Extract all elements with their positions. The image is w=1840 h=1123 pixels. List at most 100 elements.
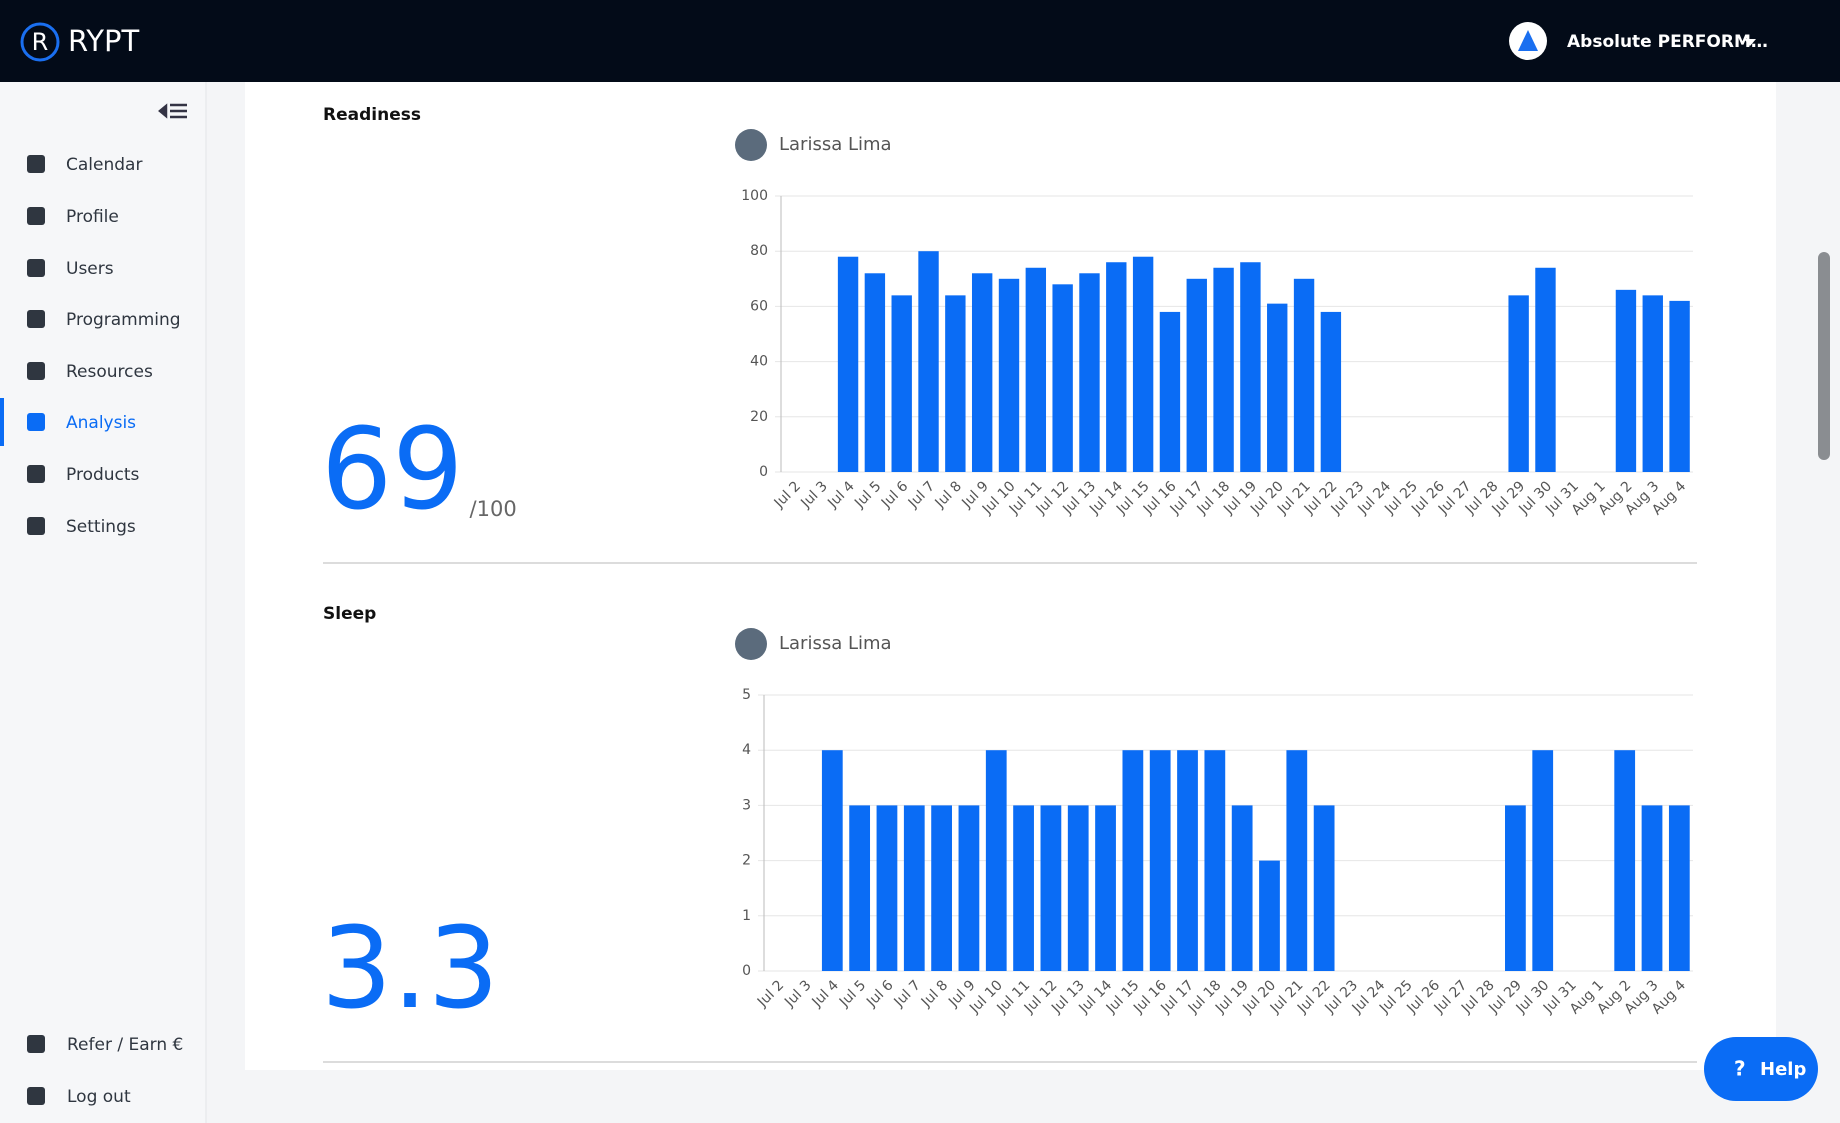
nav-icon (27, 310, 45, 328)
bar (1079, 273, 1100, 472)
account-logo (1518, 30, 1538, 51)
help-icon: ? (1734, 1057, 1746, 1081)
y-tick-label: 1 (742, 908, 751, 924)
section-title: Readiness (323, 105, 421, 125)
nav-icon (27, 517, 45, 535)
bar (1505, 805, 1526, 971)
bar (1067, 805, 1089, 971)
header (0, 0, 1840, 82)
nav-icon (27, 362, 45, 380)
help-label[interactable]: Help (1760, 1059, 1806, 1080)
brand: RYPT (68, 24, 139, 58)
section-title: Sleep (323, 604, 376, 624)
bar (1614, 750, 1636, 971)
nav-icon (27, 1087, 45, 1105)
score: 3.3 (321, 904, 499, 1034)
bar (1025, 267, 1047, 472)
bar (958, 805, 980, 971)
bar (1615, 289, 1637, 472)
bar (1204, 750, 1226, 971)
bar (903, 805, 925, 971)
bar (1040, 805, 1062, 971)
bar (1122, 750, 1144, 971)
logo-r: R (32, 28, 49, 56)
y-tick-label: 4 (742, 742, 751, 758)
y-tick-label: 0 (742, 963, 751, 979)
bar (1641, 805, 1663, 971)
nav-item[interactable]: Resources (66, 362, 153, 382)
y-tick-label: 2 (742, 853, 751, 869)
score-suffix: /100 (470, 497, 517, 521)
nav-icon (27, 207, 45, 225)
bar (918, 251, 939, 472)
nav-item[interactable]: Log out (67, 1087, 131, 1107)
help-button[interactable] (1704, 1037, 1818, 1101)
bar (971, 273, 993, 472)
bar (1313, 805, 1335, 971)
logo-mark (20, 22, 60, 62)
bar (849, 805, 871, 971)
score: 69 (321, 405, 464, 535)
y-tick-label: 40 (750, 354, 768, 370)
bar (1132, 256, 1154, 472)
bar (1532, 750, 1554, 971)
bar (1149, 750, 1171, 971)
bar (891, 295, 912, 472)
y-tick-label: 3 (742, 797, 751, 813)
bar (1508, 295, 1529, 472)
bar (1159, 311, 1181, 472)
nav-item[interactable]: Analysis (66, 413, 136, 433)
nav-icon (27, 1035, 45, 1053)
person-name: Larissa Lima (779, 134, 892, 155)
bar (1240, 262, 1261, 472)
bar (1177, 750, 1198, 971)
nav-icon (27, 413, 45, 431)
bar (876, 805, 898, 971)
nav-item[interactable]: Refer / Earn € (67, 1035, 183, 1055)
bar (1535, 267, 1556, 472)
bar (1642, 295, 1663, 472)
nav-item[interactable]: Products (66, 465, 140, 485)
person-name: Larissa Lima (779, 633, 892, 654)
account-caret[interactable] (1744, 39, 1756, 46)
bar (1320, 311, 1342, 472)
nav-item[interactable]: Users (66, 259, 114, 279)
bar (931, 805, 952, 971)
bar (1669, 300, 1690, 472)
nav-active-bar (0, 398, 4, 446)
nav-item[interactable]: Programming (66, 310, 181, 330)
nav-item[interactable]: Calendar (66, 155, 142, 175)
sidebar (0, 0, 206, 1123)
y-tick-label: 20 (750, 409, 768, 425)
collapse-toggle[interactable] (158, 103, 187, 119)
bar (945, 295, 966, 472)
bar (1213, 267, 1234, 472)
person-avatar (735, 129, 767, 161)
account-name[interactable]: Absolute PERFORM… (1567, 32, 1768, 52)
person-avatar (735, 628, 767, 660)
bar (1259, 860, 1280, 971)
nav-item[interactable]: Profile (66, 207, 119, 227)
bar (985, 750, 1007, 971)
nav-icon (27, 155, 45, 173)
bar (1013, 805, 1034, 971)
bar (1231, 805, 1253, 971)
bar (1186, 278, 1207, 472)
nav-icon (27, 465, 45, 483)
y-tick-label: 5 (742, 687, 751, 703)
bar (821, 750, 843, 971)
bar (1052, 284, 1073, 472)
y-tick-label: 60 (750, 298, 768, 314)
bar (1106, 262, 1127, 472)
nav-item[interactable]: Settings (66, 517, 136, 537)
y-tick-label: 0 (759, 464, 768, 480)
bar (1668, 805, 1690, 971)
y-tick-label: 80 (750, 243, 768, 259)
nav-icon (27, 259, 45, 277)
bar (837, 256, 859, 472)
y-tick-label: 100 (741, 188, 768, 204)
bar (1293, 278, 1315, 472)
bar (1267, 303, 1288, 472)
